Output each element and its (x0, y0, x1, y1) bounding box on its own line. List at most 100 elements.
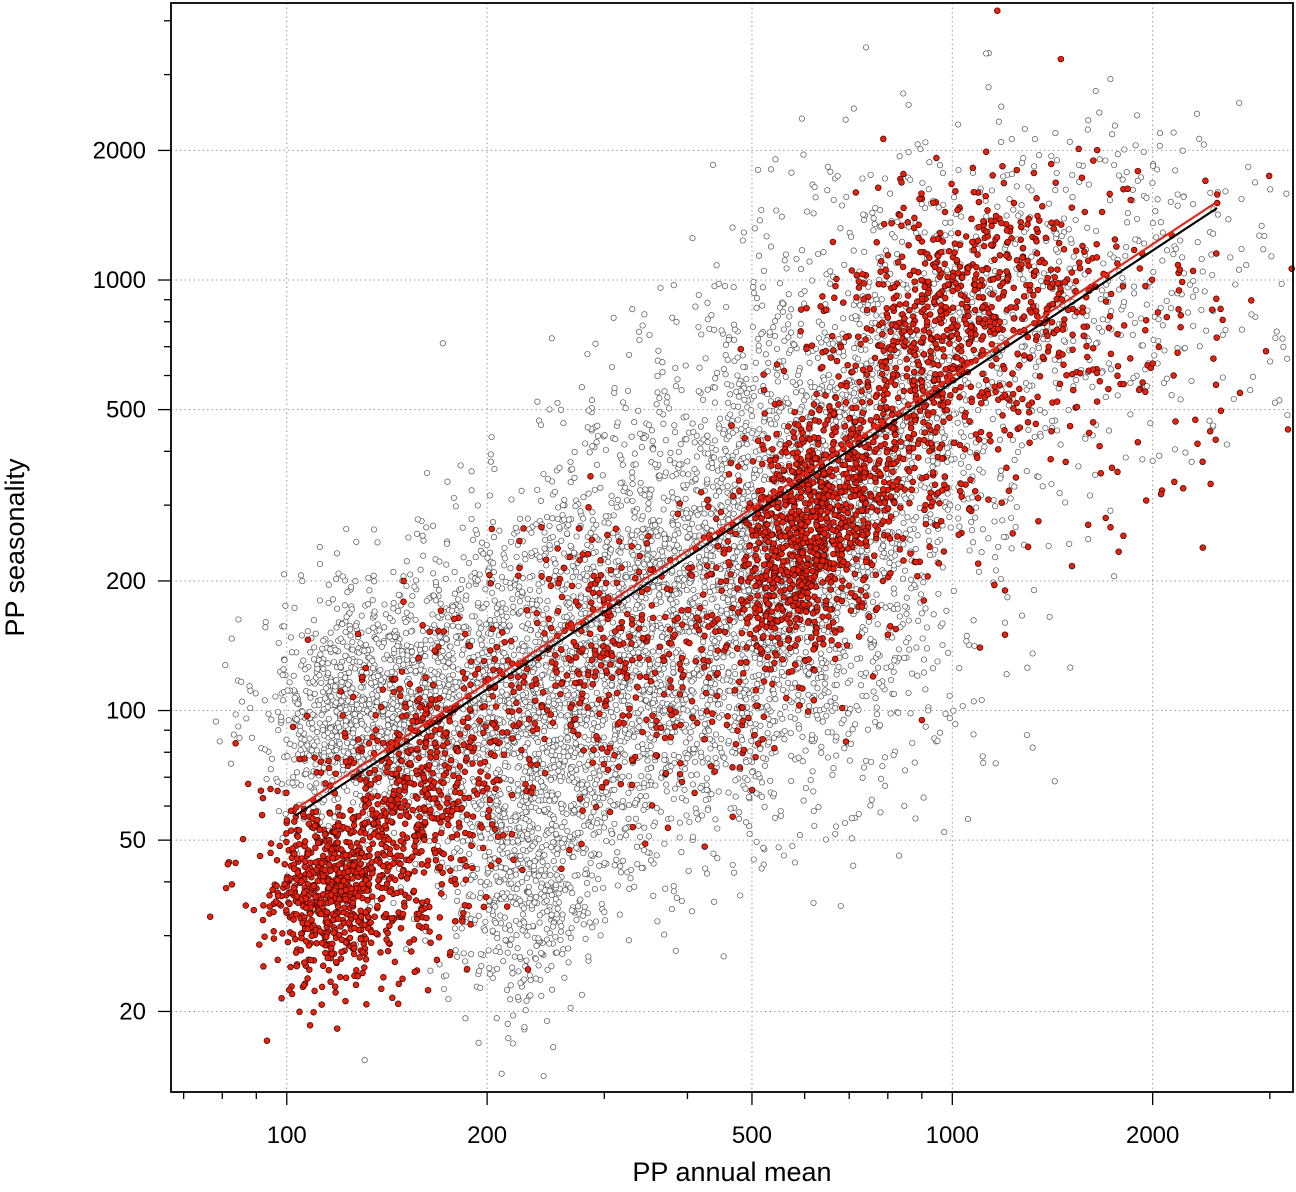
open-point (543, 1017, 551, 1025)
open-point (557, 777, 564, 785)
open-point (507, 893, 514, 900)
open-point (609, 839, 616, 846)
open-point (494, 610, 501, 617)
open-point (521, 551, 528, 558)
open-point (361, 647, 368, 654)
open-point (722, 341, 730, 348)
open-point (746, 830, 753, 838)
open-point (939, 641, 946, 649)
open-point (343, 525, 350, 533)
open-point (371, 788, 378, 795)
open-point (554, 845, 561, 852)
open-point (610, 713, 617, 720)
open-point (366, 701, 373, 708)
open-point (567, 542, 574, 549)
open-point (279, 697, 286, 704)
open-point (543, 663, 550, 670)
open-point (485, 906, 492, 913)
open-point (373, 699, 381, 706)
open-point (431, 621, 438, 629)
open-point (617, 674, 624, 681)
open-point (450, 729, 457, 737)
open-point (309, 678, 317, 685)
open-point (627, 866, 635, 874)
open-point (567, 884, 574, 891)
open-point (743, 535, 750, 542)
open-point (358, 720, 365, 727)
open-point (459, 838, 466, 845)
open-point (638, 444, 645, 451)
open-point (462, 1015, 469, 1022)
open-point (668, 906, 675, 913)
open-point (449, 622, 456, 629)
open-point (479, 650, 486, 657)
open-point (268, 716, 275, 723)
open-point (353, 701, 360, 708)
open-point (316, 597, 323, 604)
open-point (346, 669, 353, 676)
open-point (528, 600, 536, 607)
open-point (417, 566, 424, 573)
open-point (483, 766, 490, 773)
open-point (443, 635, 450, 642)
open-point (602, 446, 609, 454)
open-point (560, 748, 567, 755)
open-point (501, 650, 508, 657)
open-point (603, 837, 610, 845)
open-point (507, 565, 514, 572)
open-point (560, 420, 567, 427)
open-point (317, 651, 324, 658)
open-point (518, 487, 525, 494)
open-point (611, 786, 618, 793)
open-point (261, 697, 268, 704)
open-point (455, 596, 462, 603)
open-point (662, 885, 669, 892)
open-point (652, 528, 659, 535)
open-point (468, 468, 475, 475)
open-point (312, 630, 319, 637)
open-point (522, 816, 529, 823)
open-point (391, 633, 398, 640)
open-point (248, 734, 255, 741)
open-point (567, 1004, 574, 1011)
open-point (713, 760, 720, 767)
open-point (569, 562, 576, 569)
open-point (483, 621, 490, 628)
open-point (539, 858, 546, 865)
open-point (319, 659, 326, 666)
open-point (758, 779, 766, 786)
open-point (304, 628, 311, 635)
open-point (407, 706, 415, 713)
open-point (547, 686, 554, 693)
open-point (601, 814, 608, 821)
open-point (507, 538, 515, 545)
open-point (342, 628, 349, 636)
open-point (543, 792, 550, 799)
open-point (519, 911, 526, 918)
open-point (344, 787, 351, 794)
open-point (390, 700, 397, 707)
open-point (419, 532, 426, 539)
open-point (718, 466, 725, 473)
open-point (330, 658, 337, 666)
open-point (676, 834, 683, 841)
open-point (672, 649, 680, 656)
open-point (389, 706, 396, 713)
open-point (622, 832, 630, 839)
open-point (509, 964, 516, 971)
open-point (752, 720, 759, 728)
open-point (859, 774, 866, 781)
open-point (635, 724, 642, 731)
open-point (548, 844, 555, 851)
open-point (291, 694, 298, 701)
open-point (623, 574, 630, 581)
open-point (589, 726, 596, 733)
open-point (647, 857, 655, 864)
open-point (536, 919, 543, 926)
open-point (598, 900, 605, 908)
open-point (472, 916, 479, 923)
open-point (580, 850, 587, 857)
open-point (617, 746, 624, 753)
open-point (522, 793, 530, 800)
open-point (498, 822, 505, 829)
